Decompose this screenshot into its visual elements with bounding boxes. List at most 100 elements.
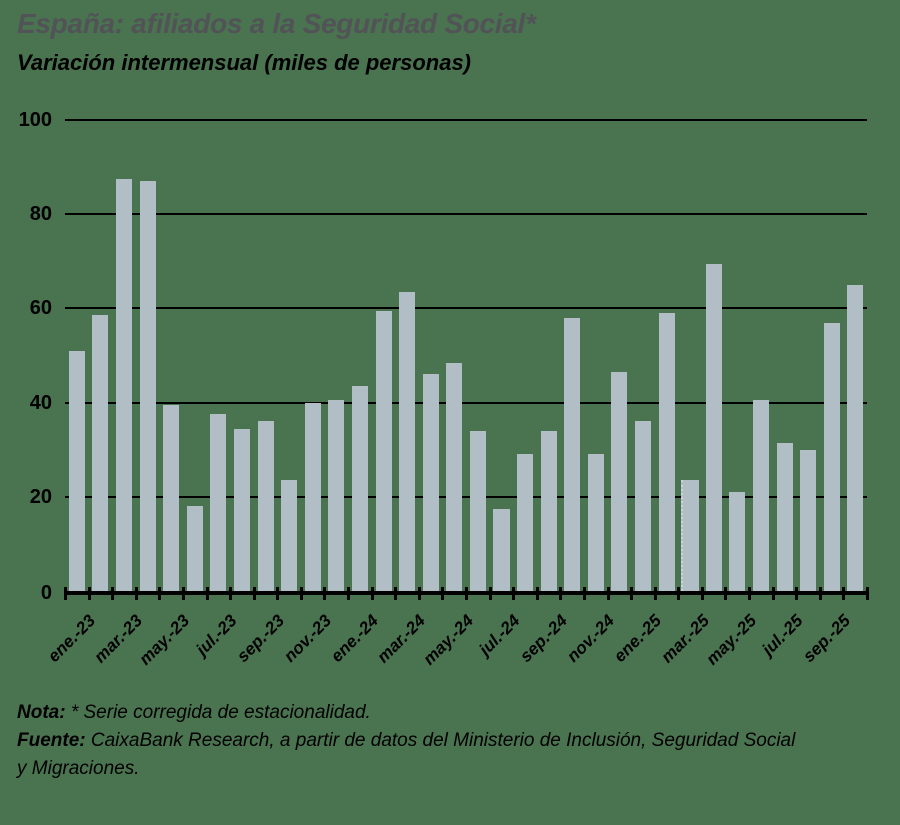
y-tick-label-100: 100	[18, 109, 52, 131]
x-tick	[795, 587, 799, 600]
x-tick	[653, 587, 657, 600]
chart-bar-jul.-25	[776, 442, 793, 591]
chart-bar-jul.-24	[493, 508, 510, 591]
bar-slot	[702, 120, 726, 591]
bar-slot	[207, 120, 231, 591]
chart-bar-ene.-25	[635, 421, 652, 591]
source-line: Fuente: CaixaBank Research, a partir de …	[17, 727, 847, 755]
chart-bar-mar.-24	[399, 291, 416, 591]
gridline-100	[65, 119, 867, 121]
bar-slot	[678, 120, 702, 591]
chart-bar-sep.-25	[823, 322, 840, 591]
bar-slot	[89, 120, 113, 591]
source-text-2: y Migraciones.	[17, 758, 140, 779]
x-tick	[724, 587, 728, 600]
x-tick	[441, 587, 445, 600]
x-tick-label-may.-23: may.-23	[135, 611, 194, 669]
x-tick-label-mar.-25: mar.-25	[656, 611, 713, 667]
x-tick	[64, 587, 67, 600]
x-tick	[488, 587, 492, 600]
chart-bar-oct.-25	[847, 284, 864, 591]
y-tick-label-40: 40	[29, 391, 52, 414]
y-tick-label-20: 20	[29, 485, 52, 508]
bar-series	[65, 120, 867, 591]
bar-slot	[348, 120, 372, 591]
x-tick-label-may.-25: may.-25	[701, 611, 760, 669]
chart-bar-ago.-24	[517, 454, 534, 591]
bar-slot	[277, 120, 301, 591]
chart-footer: Nota: * Serie corregida de estacionalida…	[17, 699, 847, 783]
chart-bar-ago.-25	[800, 449, 817, 591]
chart-bar-feb.-25	[658, 313, 675, 591]
gridline-60	[65, 307, 867, 310]
note-line: Nota: * Serie corregida de estacionalida…	[17, 699, 847, 727]
x-tick-label-nov.-23: nov.-23	[280, 611, 336, 666]
chart-bar-ene.-23	[68, 350, 85, 591]
chart-bar-may.-24	[446, 362, 463, 591]
source-text: CaixaBank Research, a partir de datos de…	[85, 730, 796, 751]
plot-area	[64, 119, 869, 600]
x-tick-label-ene.-25: ene.-25	[610, 611, 666, 666]
chart-bar-mar.-25	[681, 480, 700, 591]
x-tick	[252, 587, 256, 600]
y-tick-label-80: 80	[29, 203, 52, 226]
bar-slot	[749, 120, 773, 591]
x-tick	[181, 587, 185, 600]
x-tick	[818, 587, 822, 600]
bar-slot	[443, 120, 467, 591]
chart-subtitle: Variación intermensual (miles de persona…	[17, 50, 472, 75]
bar-slot	[490, 120, 514, 591]
x-tick	[559, 587, 563, 600]
bar-slot	[183, 120, 207, 591]
x-tick	[370, 587, 374, 600]
bar-slot	[560, 120, 584, 591]
x-tick	[394, 587, 398, 600]
y-tick-label-60: 60	[29, 297, 52, 320]
x-tick	[630, 587, 634, 600]
bar-slot	[301, 120, 325, 591]
bar-slot	[65, 120, 89, 591]
chart-bar-jun.-25	[753, 400, 770, 591]
x-tick	[606, 587, 610, 600]
x-axis-labels: ene.-23 mar.-23 may.-23 jul.-23 sep.-23 nov.-…	[44, 597, 867, 692]
x-tick	[700, 587, 704, 600]
chart-bar-sep.-23	[257, 421, 274, 591]
x-tick	[748, 587, 752, 600]
note-label: Nota:	[17, 702, 66, 723]
bar-slot	[159, 120, 183, 591]
x-tick	[111, 587, 115, 600]
bar-slot	[372, 120, 396, 591]
bar-slot	[584, 120, 608, 591]
y-axis-labels: 0 20 40 60 80 100	[0, 109, 54, 604]
x-tick	[276, 587, 280, 600]
x-tick	[866, 587, 869, 600]
bar-slot	[254, 120, 278, 591]
chart-bar-sep.-24	[540, 430, 557, 591]
note-text: * Serie corregida de estacionalidad.	[65, 702, 371, 723]
bar-slot	[230, 120, 254, 591]
chart-bar-jun.-23	[186, 506, 203, 591]
bar-slot	[844, 120, 868, 591]
x-tick	[582, 587, 586, 600]
chart-bar-oct.-24	[564, 317, 581, 591]
x-tick	[512, 587, 516, 600]
x-tick	[535, 587, 539, 600]
x-tick	[465, 587, 468, 600]
x-tick-label-sep.-23: sep.-23	[233, 611, 288, 666]
chart-bar-nov.-23	[304, 402, 321, 591]
bar-slot	[820, 120, 844, 591]
chart-bar-abr.-25	[705, 263, 722, 591]
x-tick	[205, 587, 209, 600]
chart-bar-abr.-24	[422, 374, 439, 591]
gridline-80	[65, 213, 867, 216]
bar-slot	[325, 120, 349, 591]
bar-slot	[773, 120, 797, 591]
bar-slot	[537, 120, 561, 591]
chart-bar-ene.-24	[351, 386, 368, 591]
x-tick	[158, 587, 162, 600]
chart-bar-oct.-23	[281, 480, 298, 591]
bar-slot	[395, 120, 419, 591]
gridline-40	[65, 401, 867, 404]
source-line-2: y Migraciones.	[17, 755, 847, 783]
chart-bar-jul.-23	[210, 414, 227, 591]
